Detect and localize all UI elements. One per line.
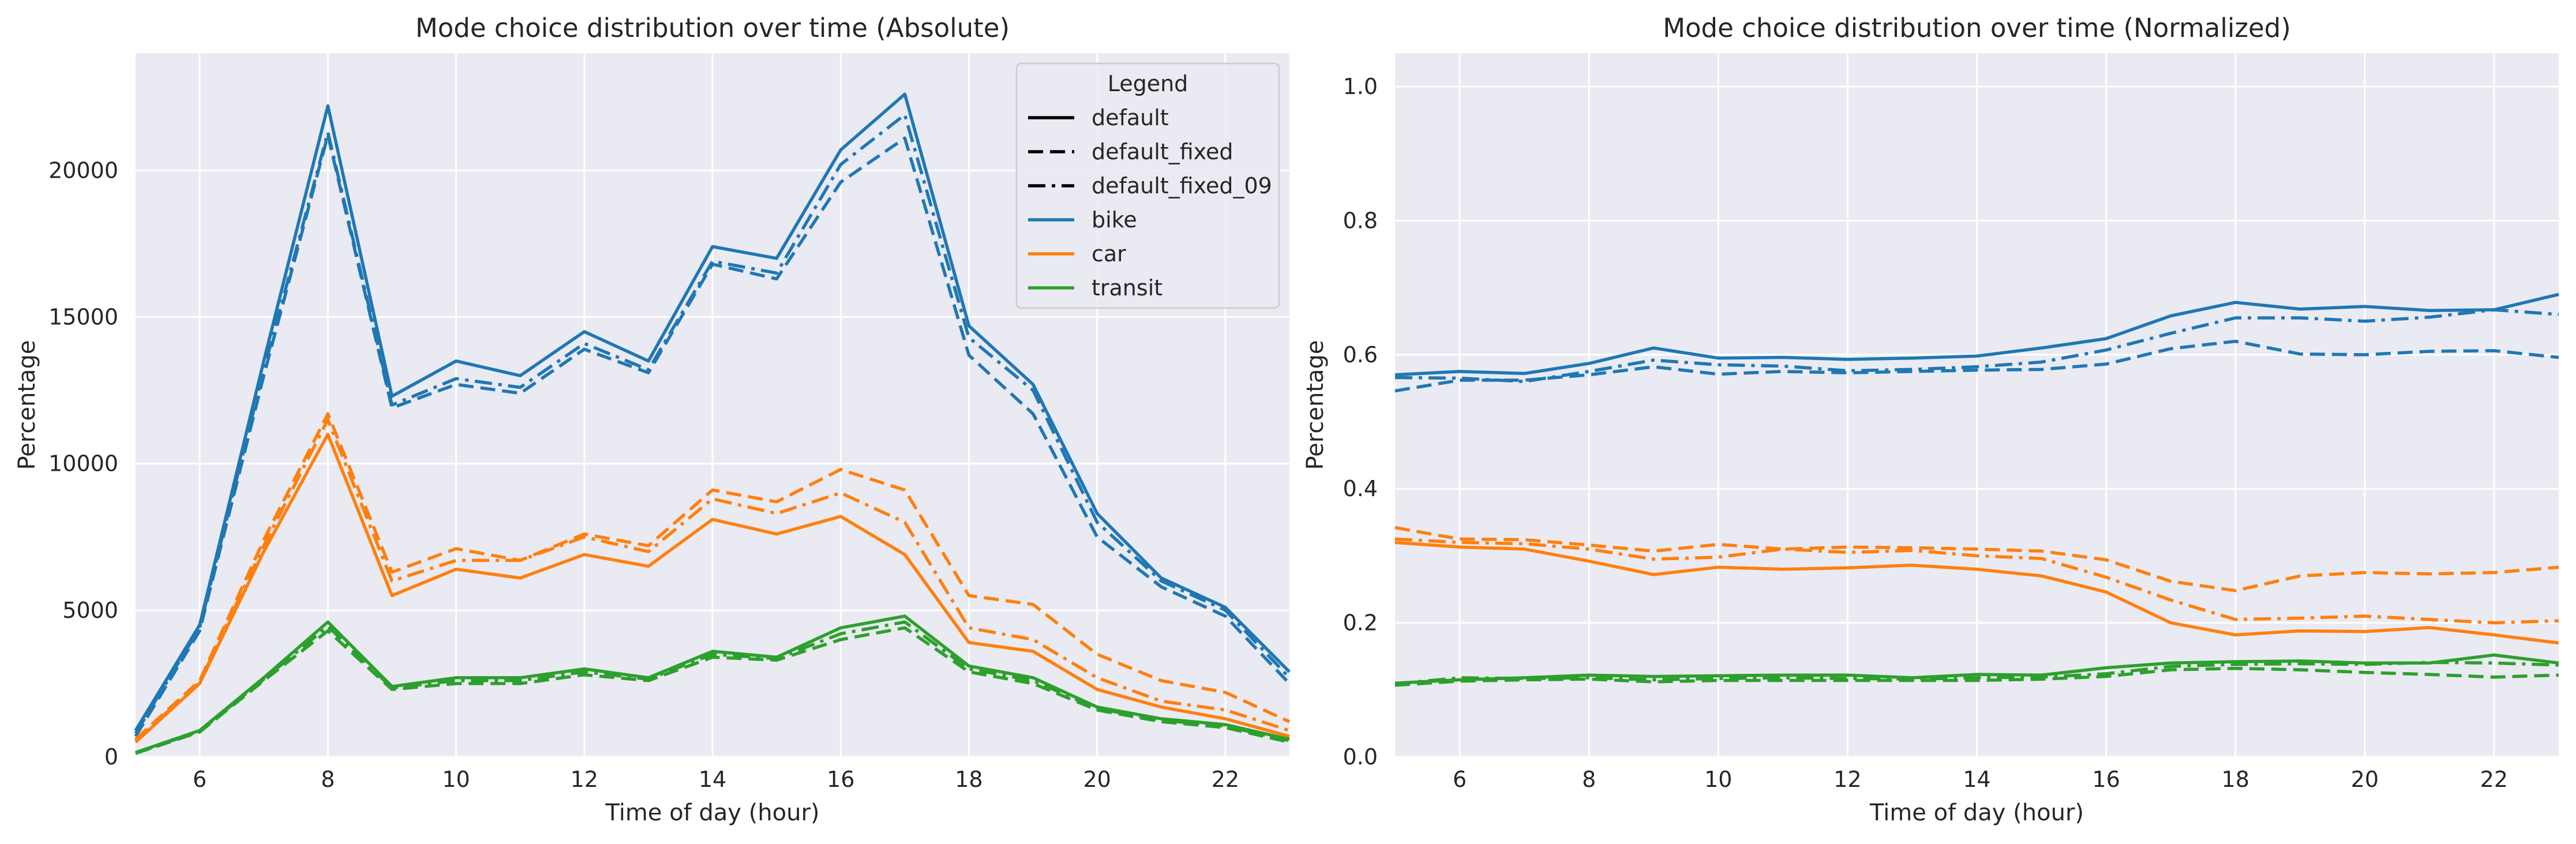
legend: Legend default default_fixed default_fixed_… bbox=[1015, 62, 1280, 309]
y-tick-label: 0.2 bbox=[1343, 610, 1378, 636]
y-tick-label: 5000 bbox=[62, 598, 118, 623]
x-tick-label: 8 bbox=[321, 767, 335, 792]
x-tick-label: 20 bbox=[2351, 767, 2379, 792]
x-tick-label: 16 bbox=[827, 767, 854, 792]
x-tick-label: 16 bbox=[2092, 767, 2120, 792]
normalized-chart-panel: 6 8 10 12 14 16 18 20 22 0.0 0.2 0.4 0.6 0.8 1.0 Mode c… bbox=[1302, 13, 2559, 826]
x-tick-label: 22 bbox=[2480, 767, 2508, 792]
x-tick-label: 12 bbox=[1833, 767, 1861, 792]
x-tick-label: 14 bbox=[699, 767, 726, 792]
x-axis-label: Time of day (hour) bbox=[605, 800, 820, 826]
y-tick-label: 0.0 bbox=[1343, 744, 1378, 770]
x-tick-label: 6 bbox=[193, 767, 207, 792]
absolute-chart-panel: 6 8 10 12 14 16 18 20 22 0 5000 10000 15000 20000 Mode… bbox=[14, 13, 1291, 826]
legend-label: default_fixed_09 bbox=[1092, 173, 1272, 198]
legend-label: default bbox=[1092, 105, 1169, 130]
y-tick-label: 20000 bbox=[48, 157, 118, 183]
y-axis-label: Percentage bbox=[1302, 340, 1329, 470]
chart-title: Mode choice distribution over time (Norm… bbox=[1663, 13, 2291, 43]
y-axis-label: Percentage bbox=[14, 340, 40, 470]
x-tick-label: 18 bbox=[2222, 767, 2249, 792]
x-tick-label: 12 bbox=[571, 767, 598, 792]
x-tick-label: 6 bbox=[1453, 767, 1467, 792]
legend-label: default_fixed bbox=[1092, 139, 1233, 164]
y-tick-label: 0 bbox=[104, 744, 118, 770]
x-axis-label: Time of day (hour) bbox=[1869, 800, 2084, 826]
y-tick-label: 10000 bbox=[48, 451, 118, 477]
legend-label: car bbox=[1092, 241, 1126, 267]
y-tick-label: 0.6 bbox=[1343, 342, 1378, 367]
legend-label: bike bbox=[1092, 207, 1137, 232]
x-tick-label: 18 bbox=[955, 767, 983, 792]
x-tick-label: 10 bbox=[442, 767, 470, 792]
x-tick-label: 22 bbox=[1212, 767, 1239, 792]
x-tick-label: 10 bbox=[1704, 767, 1732, 792]
y-tick-label: 0.8 bbox=[1343, 208, 1378, 233]
legend-title: Legend bbox=[1108, 71, 1188, 96]
y-tick-label: 1.0 bbox=[1343, 74, 1378, 99]
x-tick-label: 14 bbox=[1963, 767, 1990, 792]
legend-box bbox=[1015, 62, 1280, 309]
chart-title: Mode choice distribution over time (Abso… bbox=[415, 13, 1010, 43]
legend-label: transit bbox=[1092, 275, 1163, 301]
y-tick-label: 0.4 bbox=[1343, 476, 1378, 501]
x-tick-label: 20 bbox=[1083, 767, 1111, 792]
y-tick-label: 15000 bbox=[48, 305, 118, 330]
x-tick-label: 8 bbox=[1582, 767, 1596, 792]
